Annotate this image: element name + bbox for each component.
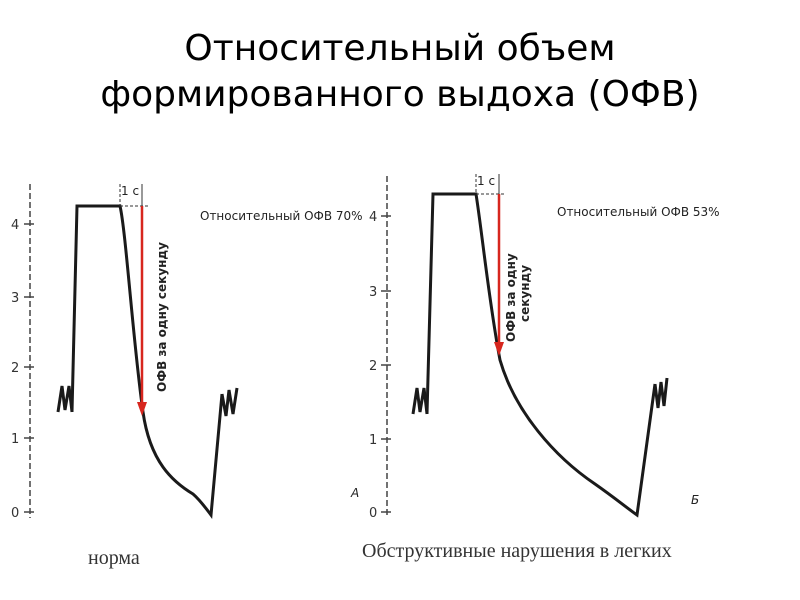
panel-letter: Б bbox=[691, 493, 699, 507]
tidal-breathing-start bbox=[56, 385, 74, 413]
spirogram-curve bbox=[70, 204, 224, 520]
y-tick-label-4: 4 bbox=[369, 210, 377, 225]
y-tick-label-4: 4 bbox=[11, 218, 19, 233]
fev1-ratio-label: Относительный ОФВ 70% bbox=[200, 209, 363, 223]
fev1-ratio-label: Относительный ОФВ 53% bbox=[557, 205, 720, 219]
fev1-arrow-label-line-2: секунду bbox=[518, 265, 532, 322]
time-marker-label: 1 с bbox=[121, 184, 139, 198]
y-tick-label-1: 1 bbox=[369, 433, 377, 448]
spirogram-obstructive: 4 3 2 1 0 1 с ОФВ за одну секунду Относи… bbox=[365, 172, 745, 530]
y-tick-label-0: 0 bbox=[369, 506, 377, 521]
y-tick-label-0: 0 bbox=[11, 506, 19, 521]
fev1-arrow-head bbox=[137, 402, 147, 416]
time-marker-label: 1 с bbox=[477, 174, 495, 188]
caption-normal: норма bbox=[88, 547, 140, 569]
fev1-arrow-head bbox=[494, 342, 504, 356]
spirogram-normal-svg: 4 3 2 1 0 1 с ОФВ за одну секунду Относи… bbox=[11, 184, 363, 521]
tidal-breathing-start bbox=[411, 387, 429, 415]
y-tick-label-2: 2 bbox=[11, 361, 19, 376]
fev1-arrow-label-line-1: ОФВ за одну bbox=[504, 253, 518, 342]
tidal-breathing-end bbox=[653, 377, 669, 409]
title-line-2: формированного выдоха (ОФВ) bbox=[100, 74, 700, 115]
y-tick-label-3: 3 bbox=[11, 291, 19, 306]
spirogram-curve bbox=[425, 192, 657, 518]
y-tick-label-3: 3 bbox=[369, 285, 377, 300]
spirogram-normal: 4 3 2 1 0 1 с ОФВ за одну секунду Относи… bbox=[8, 172, 368, 530]
panel-letter: А bbox=[350, 486, 359, 500]
page-title: Относительный объем формированного выдох… bbox=[0, 26, 800, 118]
fev1-arrow-label: ОФВ за одну секунду bbox=[155, 242, 169, 392]
tidal-breathing-end bbox=[220, 387, 239, 417]
y-tick-label-1: 1 bbox=[11, 432, 19, 447]
spirogram-obstructive-svg: 4 3 2 1 0 1 с ОФВ за одну секунду Относи… bbox=[369, 174, 720, 521]
caption-obstructive: Обструктивные нарушения в легких bbox=[362, 540, 672, 562]
title-line-1: Относительный объем bbox=[184, 28, 616, 69]
y-tick-label-2: 2 bbox=[369, 359, 377, 374]
